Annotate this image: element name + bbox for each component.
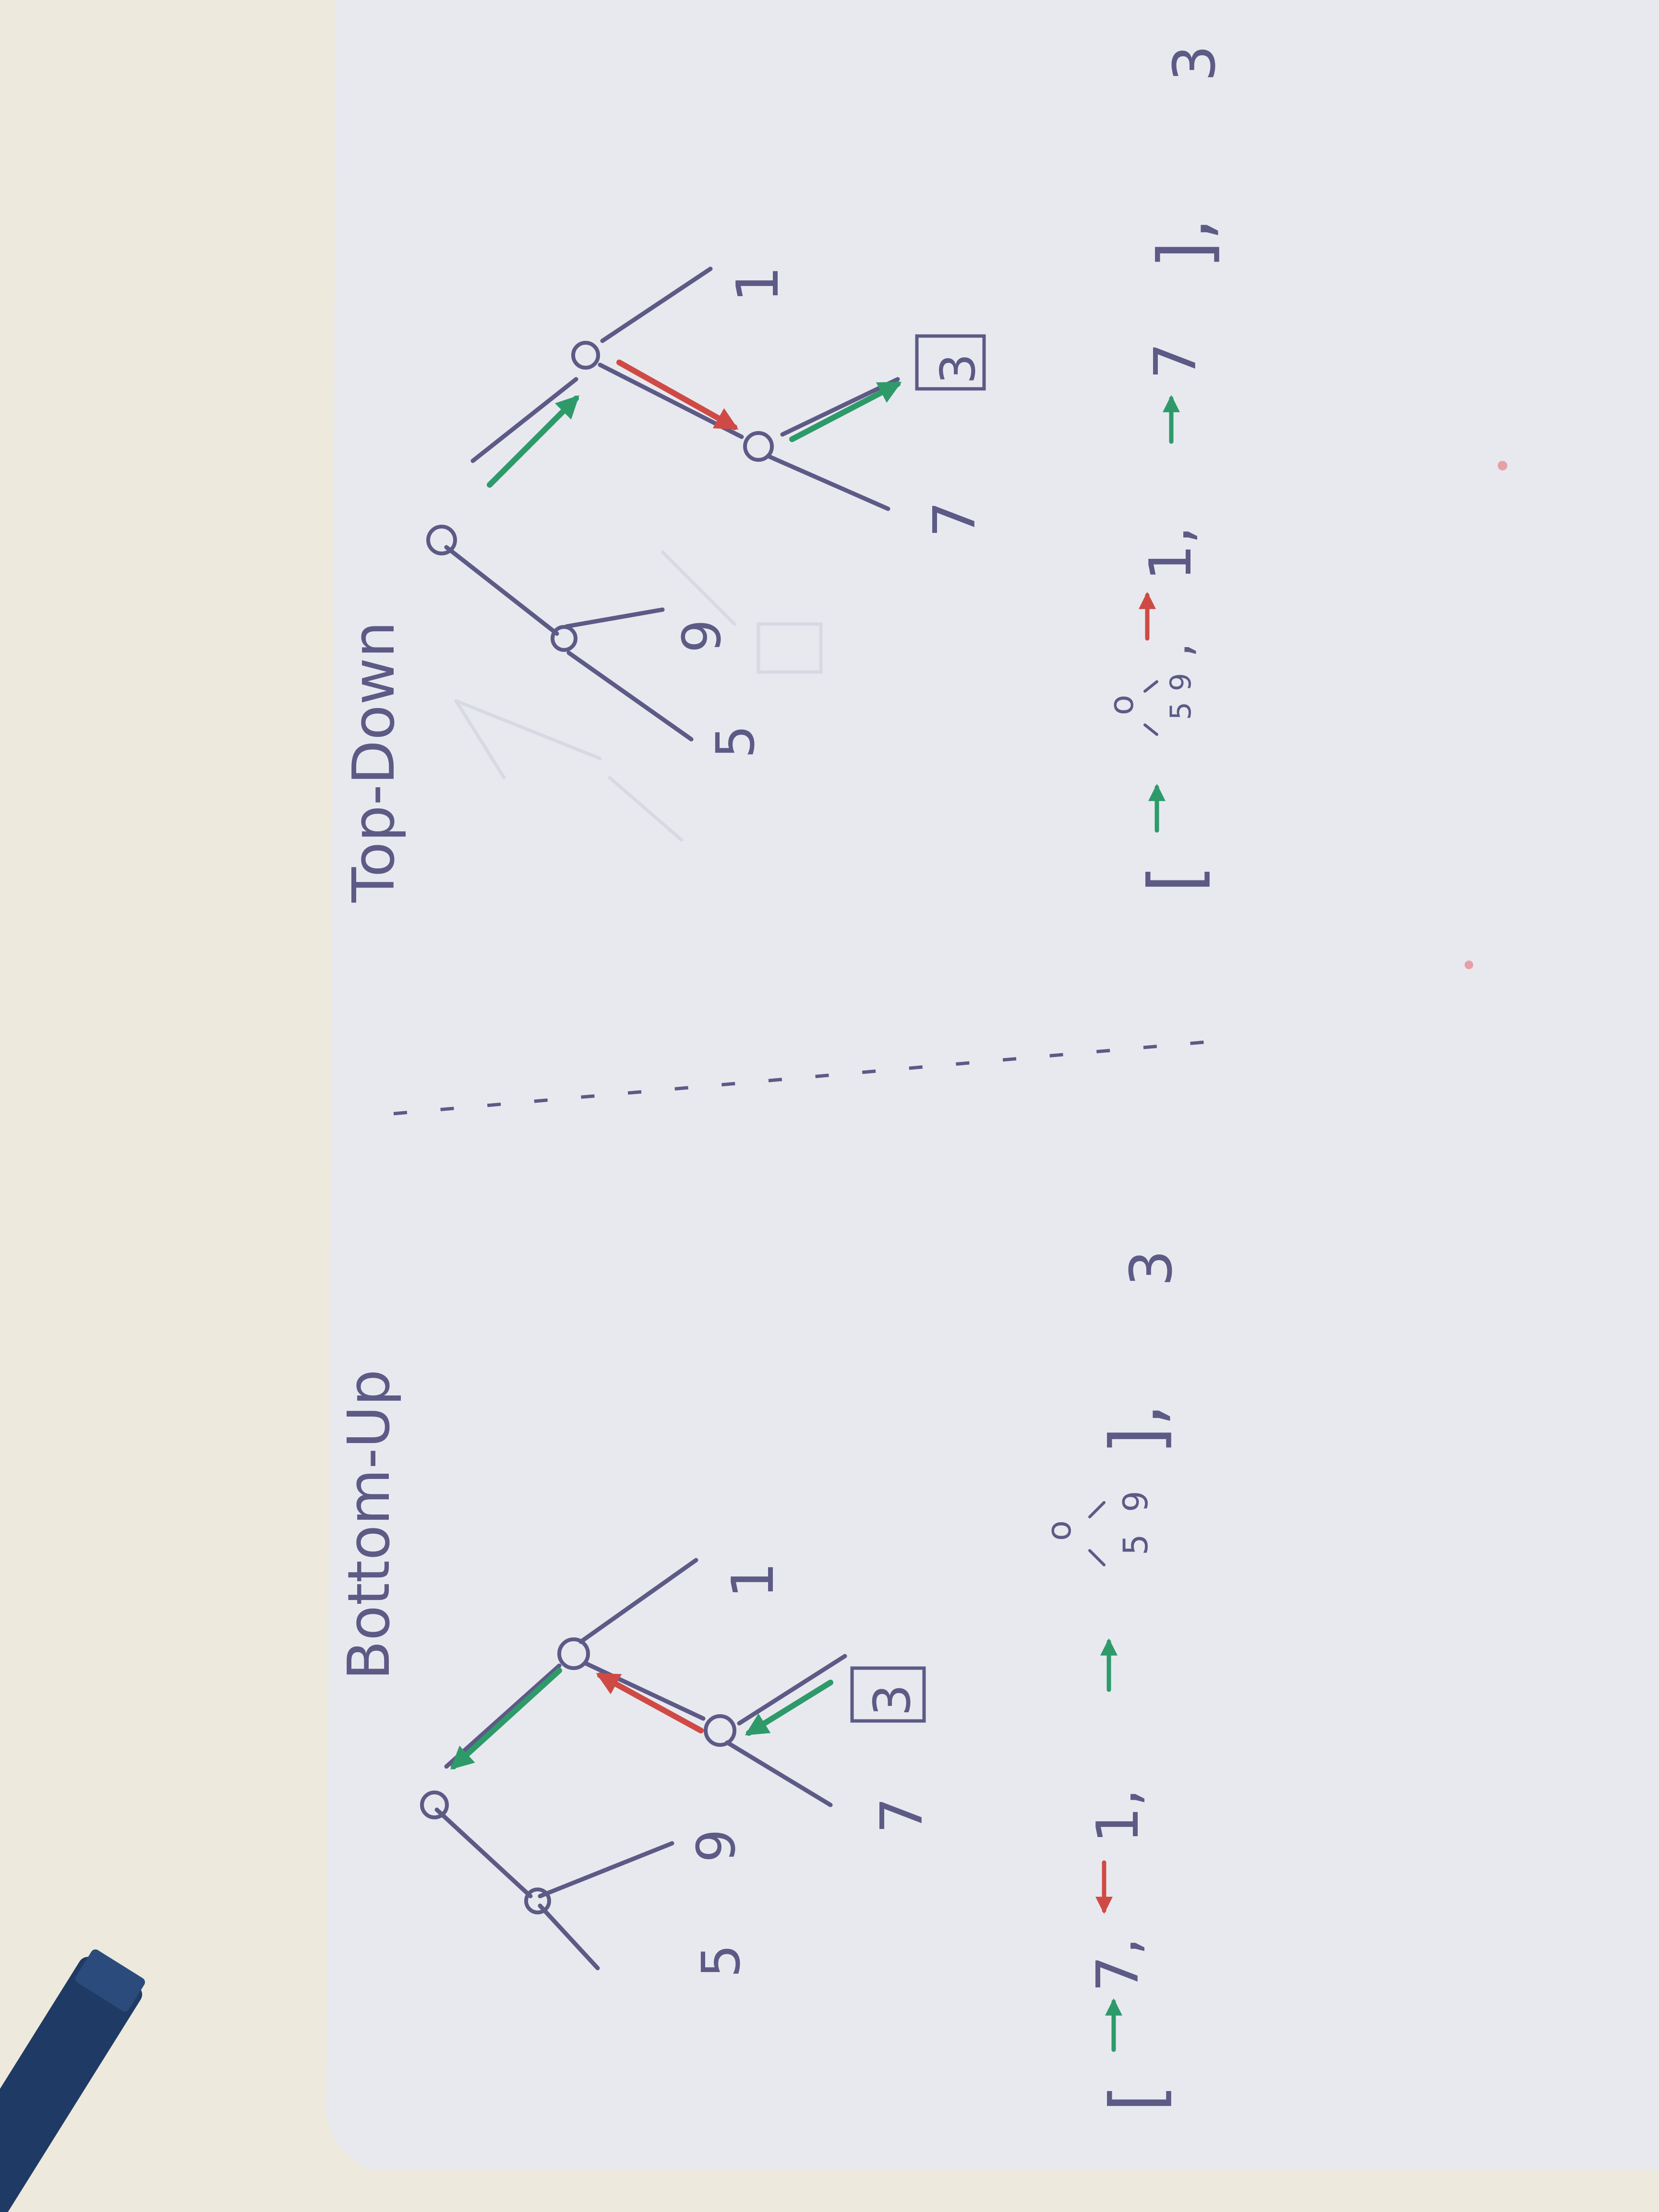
green-arrow [745,1680,833,1736]
leaf-label-boxed: 3 [930,353,986,384]
leaf-label: 9 [671,619,733,653]
sequence-tail: 3 [1162,45,1228,82]
edge [737,1654,847,1726]
edge [538,1841,674,1899]
edge [564,607,665,629]
leaf-box [915,334,986,391]
sequence-subtree-leaf: 9 [1116,1491,1155,1512]
tree-node [524,1887,551,1914]
edge [538,1903,600,1971]
edge [725,1740,833,1807]
leaf-label: 1 [720,1562,787,1599]
sequence-item: 7, [1085,1937,1152,1993]
tree-node [571,341,600,370]
tree-node [551,625,577,652]
edge [1143,680,1158,693]
leaf-label: 9 [685,1829,747,1863]
edge [583,1661,706,1721]
bottom-up-section: Bottom-Up 5 9 7 3 1 [ 7, 1, o [336,1250,1185,2112]
ink-speck [1465,961,1473,969]
edge [766,454,890,511]
edge [1088,1549,1106,1566]
top-down-title: Top-Down [341,621,408,903]
red-arrow [596,1672,704,1733]
bottom-up-title: Bottom-Up [336,1370,403,1680]
tree-node-root [420,1791,449,1819]
leaf-label: 5 [690,1944,752,1978]
edge [1143,723,1158,736]
sequence-item: 7 [1142,343,1209,379]
green-arrow [789,381,902,442]
ink-speck [1498,461,1507,470]
green-arrow [450,1668,562,1770]
ghost-tree [454,550,823,842]
tree-node [743,431,774,462]
sequence-bracket-close: ], [1143,218,1227,269]
sequence-bracket-open: [ [1134,865,1217,893]
edge [434,1807,533,1899]
edge [600,266,713,343]
blue-marker [0,1949,145,2212]
sequence-bracket-close: ], [1095,1404,1179,1455]
sequence-item: 1, [1138,526,1204,581]
red-arrow [616,360,739,430]
leaf-box [850,1666,926,1723]
edge [444,545,559,636]
leaf-label: 7 [922,501,988,538]
sequence-tail: 3 [1118,1250,1185,1286]
edge [578,1558,698,1644]
paper-sheet [326,0,1659,2170]
tree-node [704,1714,736,1747]
sequence-subtree-leaf: 5 [1164,702,1198,720]
sequence-item: 1, [1085,1789,1152,1844]
leaf-label: 7 [869,1797,936,1834]
sequence-subtree-root: o [1039,1520,1079,1541]
edge [470,377,578,463]
sequence-subtree-root: o [1102,695,1141,715]
tree-node-root [426,525,457,555]
edge [1088,1501,1106,1518]
tree-node [557,1637,590,1670]
sequence-separator: , [1146,642,1202,658]
top-down-section: Top-Down 5 9 7 3 1 [341,45,1228,903]
sequence-subtree-leaf: 9 [1164,673,1198,691]
leaf-label: 5 [705,725,766,758]
edge [566,650,694,742]
sequence-subtree-leaf: 5 [1116,1534,1155,1555]
green-arrow [487,395,579,488]
sequence-bracket-open: [ [1095,2084,1179,2112]
leaf-label: 1 [725,266,792,302]
leaf-label-boxed: 3 [863,1684,922,1716]
